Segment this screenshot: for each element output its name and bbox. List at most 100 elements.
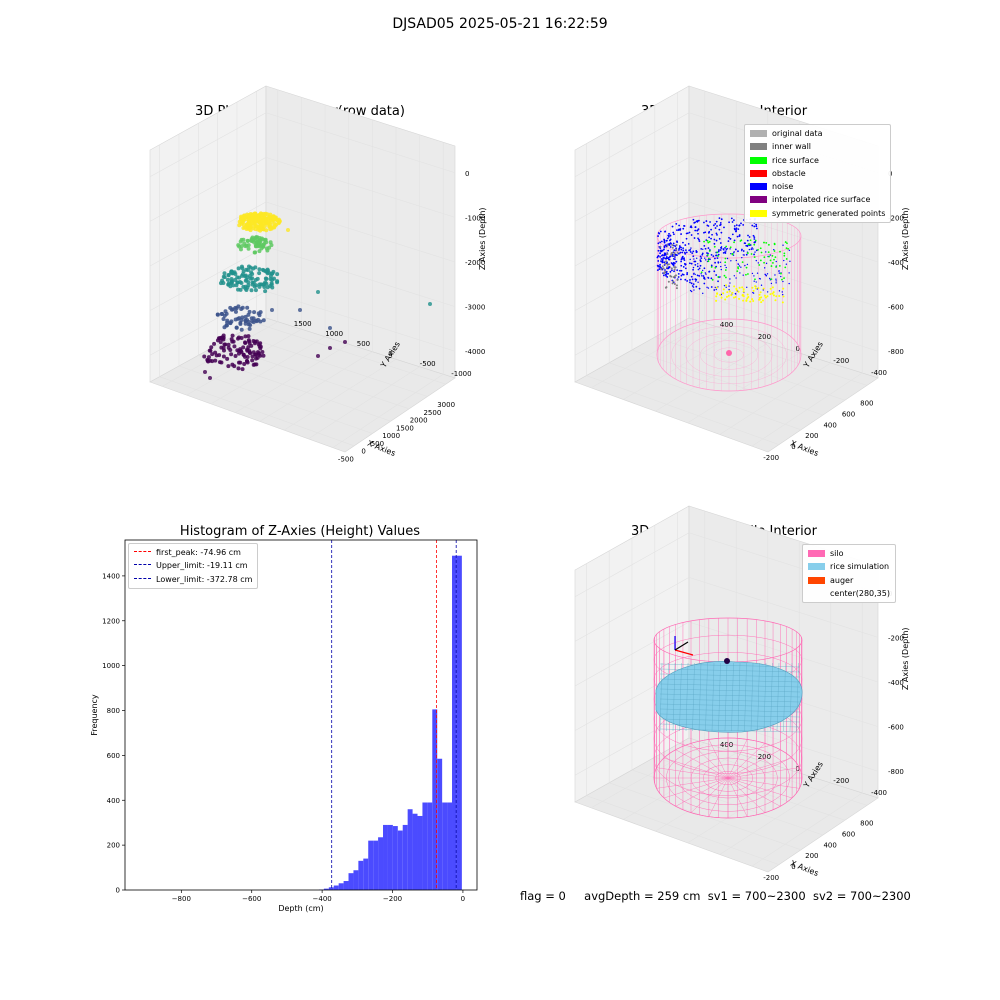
noise-point (683, 251, 686, 254)
data-point (244, 277, 249, 282)
legend-item: obstacle (750, 167, 885, 180)
legend-item: Upper_limit: -19.11 cm (134, 559, 252, 572)
data-point (236, 243, 241, 248)
data-point (260, 212, 265, 217)
floor-pane (149, 317, 456, 453)
data-point (255, 276, 260, 281)
data-point (241, 345, 246, 350)
figure-title: DJSAD05 2025-05-21 16:22:59 (392, 16, 608, 32)
histogram-bar (442, 802, 448, 890)
noise-point (735, 224, 738, 227)
rice-surface-point (763, 241, 765, 244)
floor-grid-line (198, 355, 391, 422)
noise-point (665, 239, 668, 242)
noise-point (742, 250, 745, 252)
rice-mesh-line (763, 662, 767, 732)
noise-point (695, 285, 698, 288)
noise-point (714, 222, 717, 225)
noise-point (692, 286, 695, 288)
inner-wall-point (665, 286, 668, 289)
noise-point (714, 257, 716, 260)
silo-floor-ring (671, 326, 787, 385)
noise-point (674, 258, 676, 261)
noise-point (706, 252, 708, 254)
histogram-bar (383, 824, 388, 890)
data-point (225, 356, 230, 361)
noise-point (668, 232, 670, 235)
data-point (234, 325, 239, 330)
noise-point (751, 272, 754, 275)
noise-point (700, 247, 703, 250)
data-point (215, 312, 220, 317)
noise-point (746, 286, 748, 288)
data-point (214, 353, 219, 358)
noise-point (673, 262, 676, 265)
data-point (233, 353, 238, 358)
noise-point (690, 234, 693, 236)
noise-point (717, 280, 719, 283)
noise-point (715, 288, 717, 291)
rice-surface-point (771, 254, 774, 257)
y-tick-label: 1000 (325, 330, 343, 338)
x-tick-label: 0 (361, 448, 365, 456)
data-point (252, 250, 257, 255)
inner-wall-point (673, 268, 676, 271)
noise-point (680, 246, 682, 249)
data-point (238, 279, 243, 284)
noise-point (702, 248, 704, 250)
noise-point (741, 256, 743, 259)
data-point (271, 218, 276, 223)
data-point (233, 272, 238, 277)
noise-point (720, 268, 722, 271)
data-point (255, 355, 260, 360)
noise-point (679, 228, 682, 230)
noise-point (733, 251, 735, 253)
noise-point (692, 255, 695, 258)
data-point (253, 318, 258, 323)
wall-grid-line (574, 201, 690, 267)
noise-point (694, 221, 696, 224)
noise-point (733, 225, 736, 227)
data-point (210, 352, 215, 357)
noise-point (694, 226, 697, 228)
silo-floor-spoke (727, 777, 766, 813)
rice-mesh-line (679, 662, 682, 732)
rice-surface-point (763, 256, 766, 259)
noise-point (731, 233, 734, 236)
noise-point (657, 254, 660, 257)
noise-point (750, 248, 753, 251)
data-point (328, 346, 332, 350)
symmetric-point (742, 288, 745, 291)
symmetric-point (726, 291, 729, 294)
rice-mesh-line (659, 663, 801, 668)
data-point (239, 264, 244, 269)
rice-surface-point (760, 251, 763, 254)
noise-point (733, 228, 736, 231)
noise-point (685, 232, 688, 235)
rice-surface-point (747, 243, 750, 246)
data-point (221, 354, 226, 359)
legend-item: symmetric generated points (750, 207, 885, 220)
data-point (239, 273, 244, 278)
data-point (246, 264, 251, 269)
rice-mesh-line (711, 662, 715, 732)
legend-swatch (750, 209, 767, 217)
data-point (286, 228, 290, 232)
legend-label: Lower_limit: -372.78 cm (156, 574, 253, 584)
noise-point (744, 242, 747, 245)
z-tick-label: -4000 (465, 348, 485, 356)
silo-floor-spoke (663, 777, 729, 799)
data-point (245, 268, 250, 273)
noise-point (697, 263, 699, 265)
rice-surface-point (707, 257, 710, 260)
noise-point (682, 241, 684, 244)
noise-point (755, 259, 757, 262)
noise-point (706, 286, 708, 289)
symmetric-point (742, 295, 745, 298)
noise-point (667, 234, 670, 237)
noise-point (671, 225, 674, 228)
rice-surface-point (729, 246, 732, 249)
data-point (203, 370, 207, 374)
legend-label: original data (772, 129, 823, 138)
data-point (222, 271, 227, 276)
